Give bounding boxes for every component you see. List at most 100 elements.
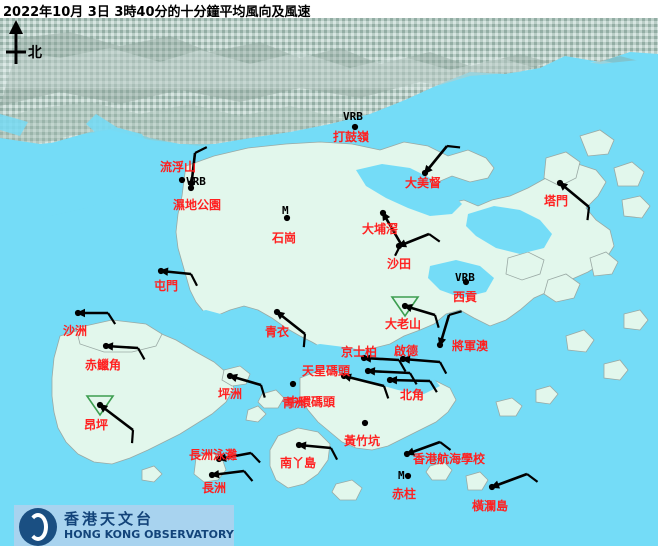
station-label: 赤鱲角 [85, 358, 122, 372]
wind-barb-feather [429, 380, 438, 393]
wind-barb-feather [137, 347, 146, 361]
wind-barb-arrowhead [297, 441, 307, 450]
hong-kong-landmass [51, 129, 651, 501]
calm-wind-code: M [398, 469, 405, 482]
wind-barb-feather [439, 441, 452, 451]
wind-barb-feather [398, 359, 407, 372]
wind-barb-arrowhead [187, 180, 196, 190]
wind-barb-arrowhead [210, 469, 220, 479]
wind-barb-feather [433, 314, 440, 328]
station-label: 青洲 [282, 396, 307, 410]
wind-barb-feather [330, 447, 339, 461]
station-dot[interactable] [462, 278, 470, 286]
wind-barb-feather [526, 473, 539, 483]
station-label: 北角 [400, 388, 425, 402]
wind-barb-feather [446, 144, 461, 149]
station-label: 大埔滘 [362, 222, 399, 236]
wind-barb-arrowhead [437, 337, 447, 347]
station-label: 石崗 [272, 231, 297, 245]
wind-barb-arrowhead [423, 164, 433, 175]
wind-barb-arrowhead [366, 367, 376, 376]
station-dot[interactable] [178, 176, 186, 184]
station-label: 西貢 [453, 290, 478, 304]
station-label: 啟德 [394, 344, 419, 358]
wind-barb-feather [448, 310, 462, 317]
wind-barb-arrowhead [342, 373, 352, 382]
wind-barb-feather [382, 385, 390, 399]
map-canvas[interactable]: 北 打鼓嶺 VRB 流浮山 VRB 濕地公園 石崗 M 屯門 大美督 塔門 大埔滘 沙田 西貢 VRB 大老… [0, 18, 658, 546]
station-dot[interactable] [404, 472, 412, 480]
wind-barb-arrowhead [381, 211, 391, 222]
hko-logo-english: HONG KONG OBSERVATORY [64, 528, 234, 541]
wind-barb-arrowhead [217, 453, 227, 462]
wind-barb-shaft [367, 369, 411, 375]
page-title: 2022年10月 3日 3時40分的十分鐘平均風向及風速 [3, 5, 311, 20]
wind-barb-feather [250, 452, 261, 464]
wind-barb-feather [586, 206, 591, 221]
station-label: 中環碼頭 [287, 395, 336, 409]
wind-barb-feather [409, 372, 418, 385]
variable-wind-code: VRB [455, 271, 475, 284]
wind-barb-arrowhead [275, 310, 286, 320]
wind-barb-arrowhead [159, 267, 169, 276]
station-label: 長洲泳灘 [189, 448, 238, 462]
wind-barb-feather [107, 312, 117, 325]
station-label: 坪洲 [218, 387, 243, 401]
station-label: 青衣 [265, 325, 290, 339]
station-label: 屯門 [154, 279, 179, 293]
station-label: 赤柱 [392, 487, 417, 501]
station-label: 大美督 [405, 176, 442, 190]
station-label: 將軍澳 [452, 339, 489, 353]
hko-logo: 香港天文台 HONG KONG OBSERVATORY [14, 505, 234, 546]
wind-barb-arrowhead [98, 403, 109, 413]
station-label: 流浮山 [160, 160, 197, 174]
wind-barb-feather [194, 146, 208, 154]
station-label: 香港航海學校 [413, 452, 486, 466]
station-label: 打鼓嶺 [333, 130, 370, 144]
calm-wind-code: M [282, 204, 289, 217]
variable-wind-code: VRB [186, 175, 206, 188]
wind-barb-feather [243, 470, 254, 482]
station-label: 昂坪 [84, 418, 109, 432]
wind-barbs-layer [74, 123, 591, 491]
station-label: 大老山 [385, 317, 422, 331]
station-dot[interactable] [283, 214, 291, 222]
wind-barb-arrowhead [388, 375, 398, 385]
wind-barb-arrowhead [403, 303, 413, 313]
title-bar: 2022年10月 3日 3時40分的十分鐘平均風向及風速 [0, 0, 658, 20]
wind-barb-feather [428, 233, 441, 243]
station-label: 沙田 [387, 257, 412, 271]
station-label: 橫瀾島 [472, 499, 509, 513]
wind-barb-arrowhead [401, 355, 411, 364]
station-dot[interactable] [361, 419, 369, 427]
wind-barb-arrowhead [490, 480, 501, 489]
variable-wind-code: VRB [343, 110, 363, 123]
deep-bay [0, 138, 196, 228]
station-dot[interactable] [289, 380, 297, 388]
wind-barb-arrowhead [405, 447, 416, 456]
station-dot[interactable] [351, 123, 359, 131]
wind-barb-arrowhead [228, 373, 238, 382]
wind-barb-feather [130, 429, 135, 444]
hko-logo-chinese: 香港天文台 [64, 510, 155, 528]
wind-barb-feather [302, 333, 307, 348]
station-label: 塔門 [544, 194, 569, 208]
wind-barb-arrowhead [397, 239, 408, 248]
wind-barb-feather [190, 273, 198, 287]
station-label: 天星碼頭 [302, 364, 351, 378]
wind-barb-feather [439, 361, 448, 375]
north-label: 北 [28, 45, 42, 61]
map-geography [0, 18, 658, 546]
station-label: 京士柏 [341, 345, 378, 359]
station-label: 黃竹坑 [344, 434, 381, 448]
north-arrow-icon [6, 20, 26, 64]
station-label: 南丫島 [280, 456, 317, 470]
station-label: 濕地公園 [173, 198, 222, 212]
mountain-station-marker [85, 395, 115, 417]
station-label: 長洲 [202, 481, 227, 495]
wind-barb-arrowhead [104, 342, 114, 351]
wind-barb-arrowhead [558, 181, 569, 191]
wind-barb-arrowhead [76, 308, 85, 318]
wind-barb-arrowhead [362, 354, 372, 363]
